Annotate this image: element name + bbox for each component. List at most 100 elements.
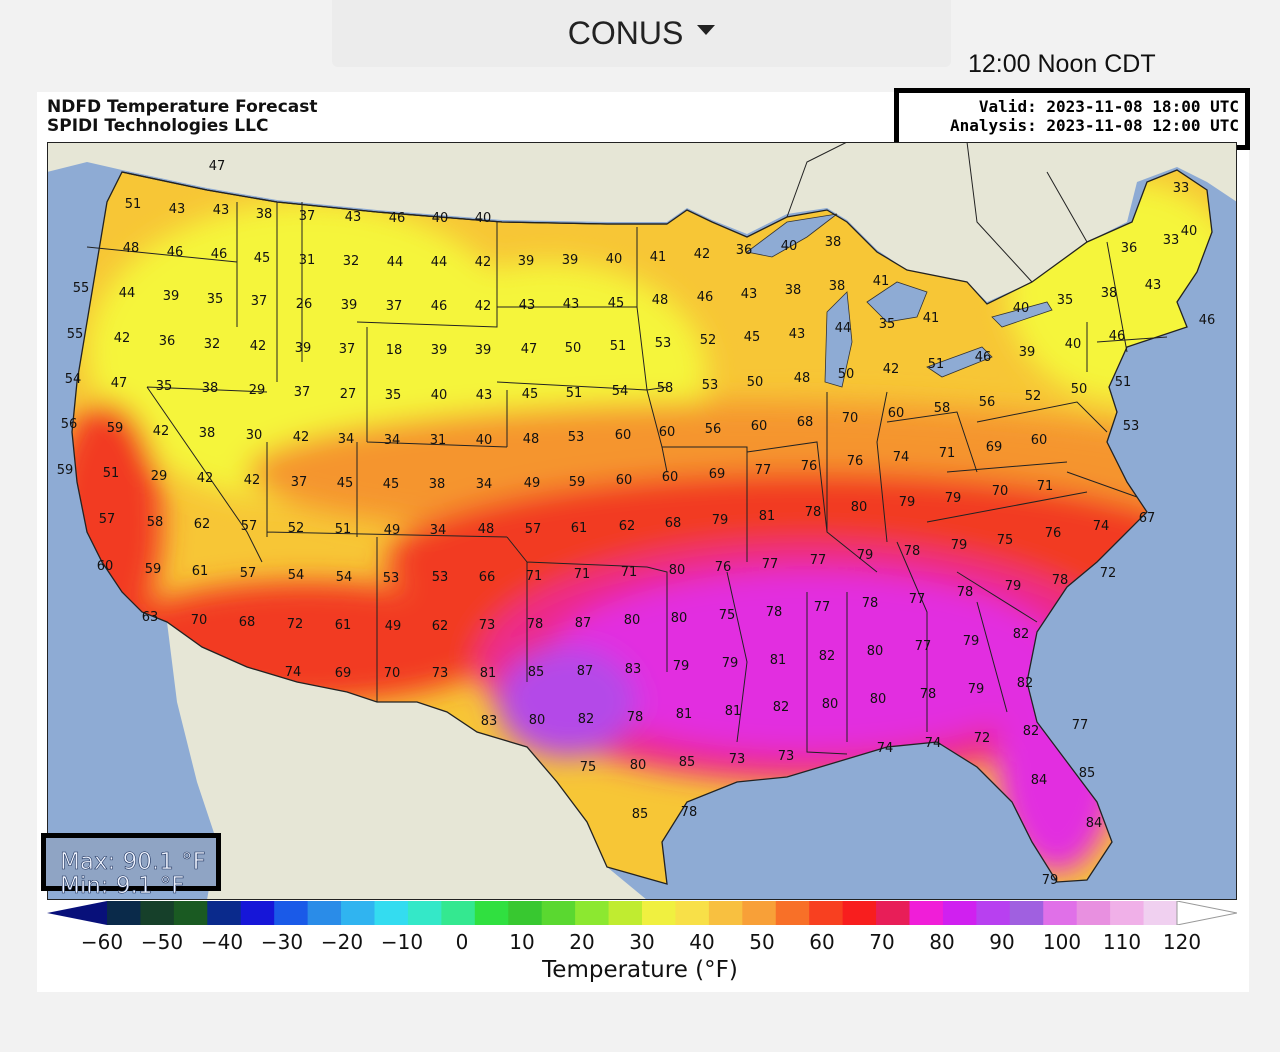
temperature-value: 76 [715, 560, 732, 575]
temperature-value: 45 [744, 330, 761, 345]
temperature-value: 29 [151, 469, 168, 484]
state-boundaries [86, 202, 1168, 755]
colorbar-label: Temperature (°F) [542, 957, 738, 983]
colorbar-tick-label: 70 [869, 930, 895, 954]
temperature-value: 42 [883, 362, 900, 377]
temperature-value: 75 [997, 533, 1014, 548]
temperature-value: 79 [945, 491, 962, 506]
temperature-value: 79 [857, 548, 874, 563]
temperature-value: 45 [383, 477, 400, 492]
colorbar-max-arrow [1176, 901, 1237, 925]
temperature-value: 34 [384, 433, 401, 448]
colorbar-tick-label: 30 [629, 930, 655, 954]
temperature-value: 42 [114, 331, 131, 346]
temperature-value: 72 [974, 731, 991, 746]
temperature-value: 71 [939, 446, 956, 461]
colorbar-min-arrow [47, 901, 107, 925]
temperature-value: 43 [1145, 278, 1162, 293]
temperature-value: 71 [526, 569, 543, 584]
temperature-value: 37 [299, 209, 316, 224]
colorbar-tick-label: −10 [380, 930, 424, 954]
temperature-value: 82 [578, 712, 595, 727]
temperature-value: 82 [1013, 627, 1030, 642]
temperature-value: 81 [725, 704, 742, 719]
colorbar-segment [274, 901, 309, 925]
colorbar-segment [474, 901, 509, 925]
temperature-value: 43 [476, 388, 493, 403]
temperature-value: 46 [1109, 329, 1126, 344]
temperature-value: 80 [867, 644, 884, 659]
temperature-value: 77 [814, 600, 831, 615]
temperature-value: 42 [153, 424, 170, 439]
temperature-value: 46 [431, 299, 448, 314]
temperature-value: 80 [870, 692, 887, 707]
region-dropdown[interactable]: CONUS [332, 0, 951, 67]
temperature-value: 81 [770, 653, 787, 668]
temperature-value: 60 [97, 559, 114, 574]
temperature-value: 47 [521, 342, 538, 357]
region-dropdown-label: CONUS [567, 15, 684, 51]
temperature-value: 79 [722, 656, 739, 671]
temperature-value: 33 [1163, 233, 1180, 248]
temperature-value: 78 [957, 585, 974, 600]
temperature-value: 76 [1045, 526, 1062, 541]
temperature-value: 51 [928, 357, 945, 372]
colorbar-segment [1043, 901, 1078, 925]
colorbar-segment [608, 901, 643, 925]
temperature-value: 54 [336, 570, 353, 585]
temperature-value: 39 [341, 298, 358, 313]
temperature-value: 36 [1121, 241, 1138, 256]
temperature-value: 53 [432, 570, 449, 585]
temperature-value: 40 [1181, 224, 1198, 239]
temperature-value: 80 [630, 758, 647, 773]
temperature-value: 43 [169, 202, 186, 217]
colorbar-tick-label: 60 [809, 930, 835, 954]
temperature-value: 59 [569, 475, 586, 490]
temperature-value: 62 [432, 619, 449, 634]
temperature-value: 83 [625, 662, 642, 677]
temperature-value: 41 [650, 250, 667, 265]
temperature-value: 75 [719, 608, 736, 623]
temperature-value: 45 [254, 251, 271, 266]
colorbar-tick-label: 110 [1102, 930, 1142, 954]
colorbar [47, 901, 1237, 925]
temperature-value: 18 [386, 343, 403, 358]
temperature-value: 59 [145, 562, 162, 577]
temperature-value: 79 [673, 659, 690, 674]
colorbar-segment [1076, 901, 1111, 925]
temperature-value: 61 [192, 564, 209, 579]
temperature-value: 29 [249, 383, 266, 398]
colorbar-segment [708, 901, 743, 925]
temperature-value: 71 [574, 567, 591, 582]
temperature-value: 48 [123, 241, 140, 256]
temperature-value: 52 [288, 521, 305, 536]
temperature-value: 80 [669, 563, 686, 578]
temperature-value: 63 [142, 610, 159, 625]
temperature-value: 74 [925, 736, 942, 751]
temperature-value: 82 [819, 649, 836, 664]
temperature-value: 69 [709, 467, 726, 482]
temperature-value: 68 [797, 415, 814, 430]
colorbar-tick-label: 50 [749, 930, 775, 954]
temperature-value: 79 [951, 538, 968, 553]
temperature-value: 36 [736, 243, 753, 258]
temperature-value: 82 [1017, 676, 1034, 691]
min-value: Min: 9.1 °F [60, 873, 185, 899]
temperature-value: 85 [528, 665, 545, 680]
temperature-value: 75 [580, 760, 597, 775]
temperature-value: 49 [524, 476, 541, 491]
temperature-value: 62 [619, 519, 636, 534]
temperature-value: 37 [339, 342, 356, 357]
temperature-value: 40 [1065, 337, 1082, 352]
temperature-value: 42 [475, 299, 492, 314]
temperature-value: 85 [1079, 766, 1096, 781]
temperature-value: 42 [244, 473, 261, 488]
temperature-value: 43 [563, 297, 580, 312]
temperature-value: 57 [241, 519, 258, 534]
temperature-value: 56 [705, 422, 722, 437]
temperature-value: 35 [879, 317, 896, 332]
temperature-value: 54 [65, 372, 82, 387]
temperature-value: 50 [565, 341, 582, 356]
temperature-value: 87 [577, 664, 594, 679]
temperature-value: 34 [476, 477, 493, 492]
